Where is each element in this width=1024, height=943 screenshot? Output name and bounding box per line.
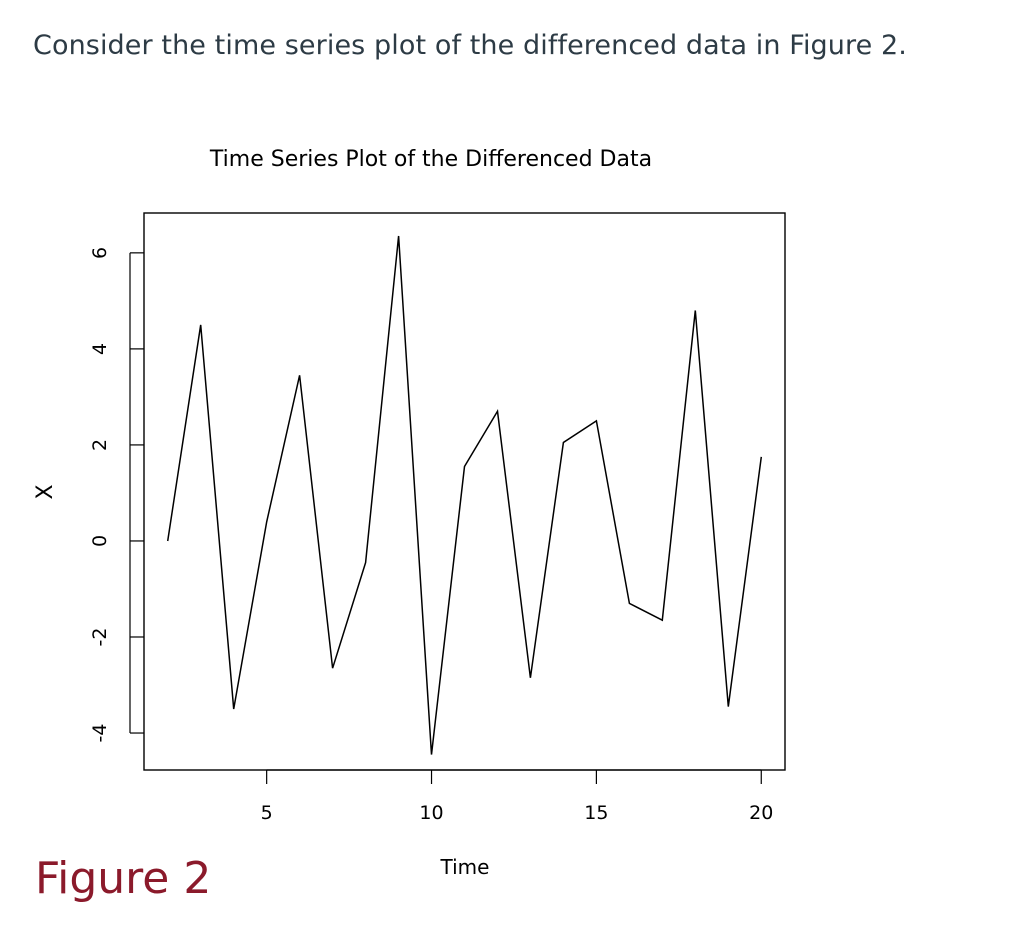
y-tick-label: 4: [89, 343, 111, 355]
x-axis: 5 10 15 20: [261, 769, 773, 824]
question-text: Consider the time series plot of the dif…: [33, 30, 907, 61]
data-points: [166, 234, 764, 757]
figure-caption: Figure 2: [35, 853, 212, 904]
x-tick-label: 5: [261, 802, 273, 824]
y-axis-label: X: [33, 484, 58, 499]
y-tick-label: 0: [89, 535, 111, 547]
x-axis-label: Time: [440, 855, 490, 879]
y-tick-label: 6: [89, 247, 111, 259]
y-tick-label: -2: [89, 628, 111, 647]
chart-title: Time Series Plot of the Differenced Data: [209, 147, 652, 172]
y-tick-label: -4: [89, 724, 111, 743]
y-tick-label: 2: [89, 439, 111, 451]
x-tick-label: 10: [419, 802, 443, 824]
x-tick-label: 20: [749, 802, 773, 824]
series-line: [166, 235, 763, 755]
x-tick-label: 15: [584, 802, 608, 824]
y-axis: -4 -2 0 2 4 6: [89, 247, 144, 743]
plot-area-frame: [143, 212, 786, 771]
